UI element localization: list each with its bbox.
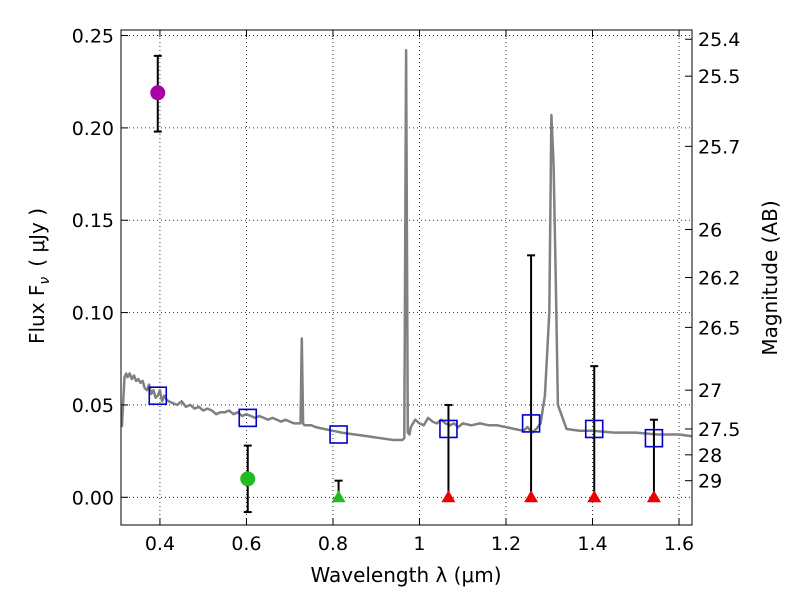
x-tick-label: 0.4 xyxy=(145,533,175,555)
mag-tick-label: 28 xyxy=(698,445,722,467)
model-photometry-square xyxy=(644,428,664,448)
x-tick-label: 1 xyxy=(413,533,425,555)
mag-tick-label: 27 xyxy=(698,380,722,402)
model-photometry-square xyxy=(148,386,168,406)
mag-tick-label: 27.5 xyxy=(698,419,740,441)
x-tick-label: 1.4 xyxy=(577,533,607,555)
y-axis-label-subscript: ν xyxy=(37,277,53,285)
y-axis-label-flux: Flux F xyxy=(25,285,49,344)
upper-limit-triangle xyxy=(524,490,539,503)
mag-tick-label: 25.4 xyxy=(698,29,740,51)
model-photometry-square xyxy=(329,425,348,444)
mag-tick-label: 26 xyxy=(698,219,722,241)
x-tick-label: 0.6 xyxy=(231,533,261,555)
right-axis-label: Magnitude (AB) xyxy=(758,200,782,355)
magnitude-axis-ticks: 25.4 25.5 25.7 26 26.2 26.5 27 27.5 28 29 xyxy=(685,29,740,493)
x-tick-label: 1.2 xyxy=(491,533,521,555)
sed-line xyxy=(120,49,693,442)
model-photometry-square xyxy=(521,414,541,433)
y-axis-label: Flux Fν ( μJy ) xyxy=(25,208,53,344)
y-tick-label: 0.00 xyxy=(72,487,114,509)
mag-tick-label: 26.5 xyxy=(698,317,740,339)
detection-point xyxy=(150,85,166,101)
x-axis-label: Wavelength λ (μm) xyxy=(310,563,501,587)
x-axis-ticks: 0.4 0.6 0.8 1 1.2 1.4 1.6 xyxy=(145,30,694,555)
markers xyxy=(148,85,664,503)
upper-limit-triangle xyxy=(587,490,602,503)
y-axis-ticks: 0.00 0.05 0.10 0.15 0.20 0.25 xyxy=(72,26,128,509)
y-tick-label: 0.05 xyxy=(72,395,114,417)
upper-limit-triangle xyxy=(646,490,661,503)
mag-tick-label: 25.5 xyxy=(698,66,740,88)
detection-point xyxy=(240,471,256,487)
y-tick-label: 0.20 xyxy=(72,118,114,140)
model-photometry-square xyxy=(584,419,604,439)
model-photometry-square xyxy=(238,408,258,428)
mag-tick-label: 26.2 xyxy=(698,268,740,290)
y-tick-label: 0.25 xyxy=(72,26,114,48)
y-axis-label-unit: ( μJy ) xyxy=(25,208,49,267)
y-tick-label: 0.10 xyxy=(72,303,114,325)
upper-limit-triangle xyxy=(441,490,456,503)
upper-limit-triangle xyxy=(331,490,346,503)
model-sed-curve xyxy=(120,49,693,442)
x-tick-label: 1.6 xyxy=(664,533,694,555)
x-tick-label: 0.8 xyxy=(318,533,348,555)
mag-tick-label: 25.7 xyxy=(698,136,740,158)
model-photometry-square xyxy=(439,419,458,439)
mag-tick-label: 29 xyxy=(698,471,722,493)
y-tick-label: 0.15 xyxy=(72,210,114,232)
